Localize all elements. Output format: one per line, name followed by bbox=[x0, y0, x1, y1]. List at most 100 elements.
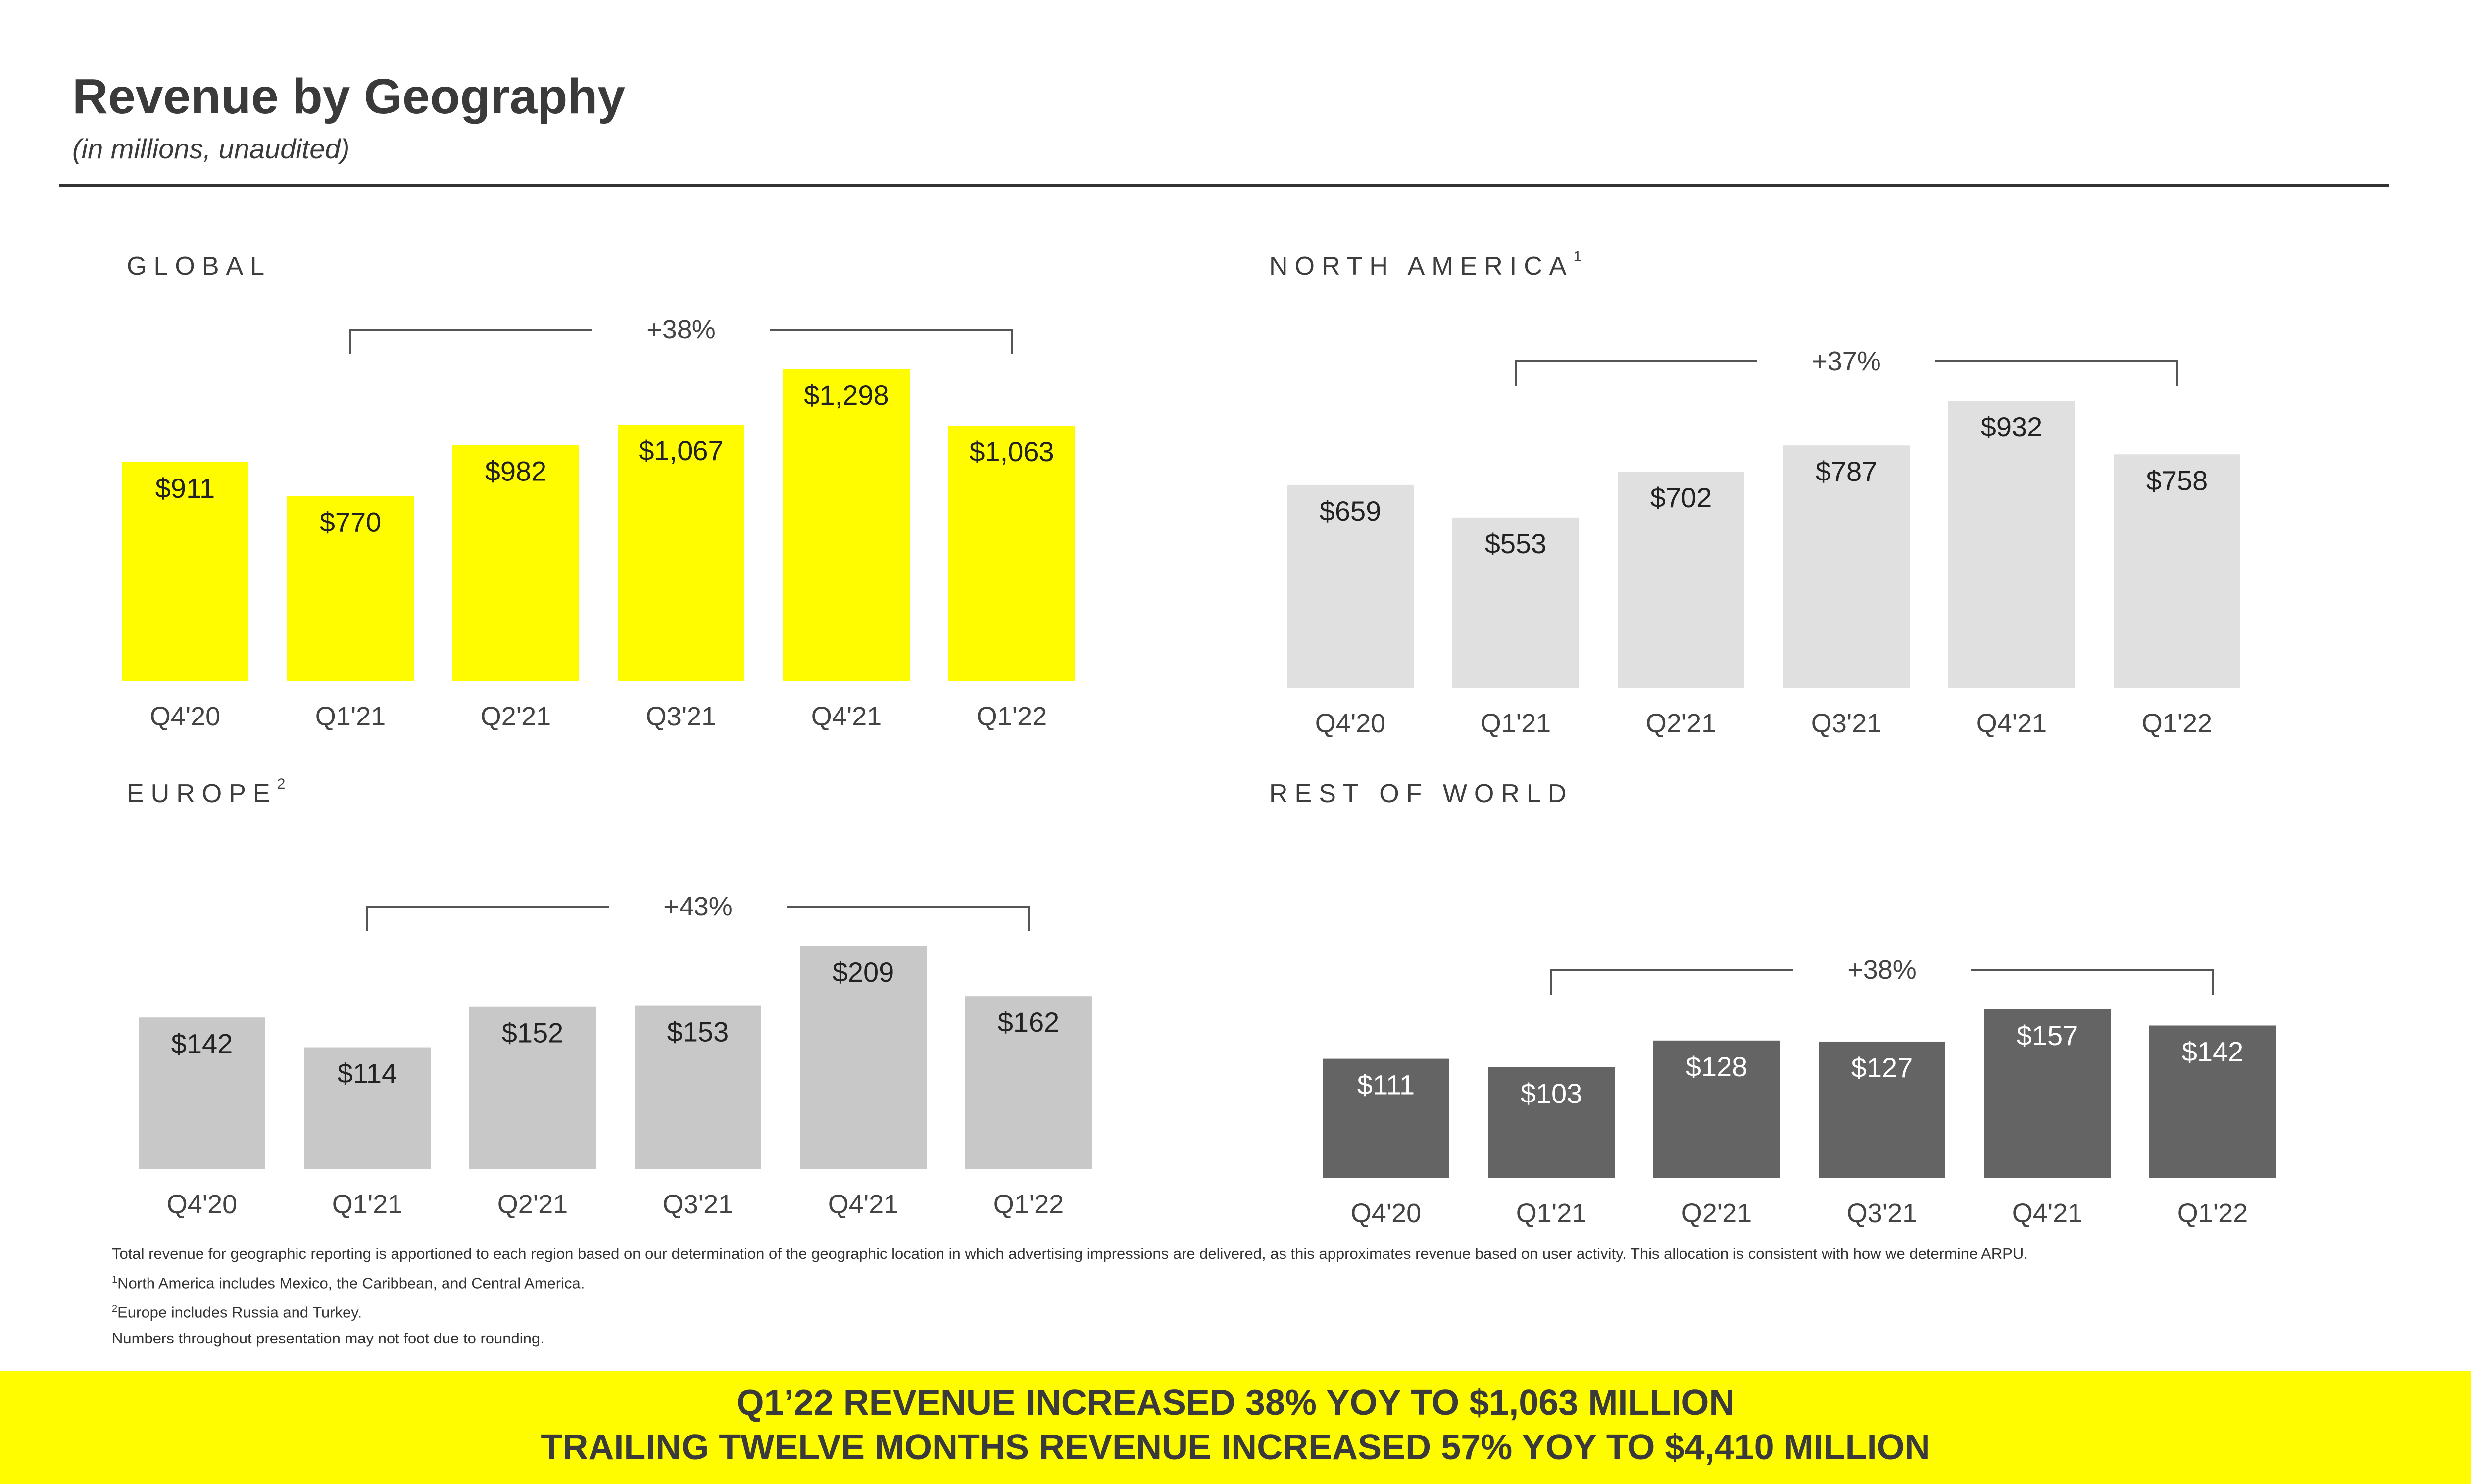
footnote-main: Total revenue for geographic reporting i… bbox=[112, 1245, 2028, 1262]
footnote-3: Numbers throughout presentation may not … bbox=[112, 1329, 544, 1347]
growth-label: +38% bbox=[1847, 955, 1917, 985]
bar-value-label: $659 bbox=[1320, 495, 1382, 527]
bar-europe-1 bbox=[304, 1047, 431, 1169]
category-label: Q4'20 bbox=[1315, 709, 1385, 738]
category-label: Q4'21 bbox=[811, 702, 882, 731]
footnote-2-text: Europe includes Russia and Turkey. bbox=[117, 1303, 362, 1321]
bar-global-2 bbox=[452, 445, 579, 681]
category-label: Q2'21 bbox=[1646, 709, 1716, 738]
bar-value-label: $702 bbox=[1650, 482, 1712, 513]
footnote-2: 2Europe includes Russia and Turkey. bbox=[112, 1296, 2300, 1325]
category-label: Q3'21 bbox=[1847, 1198, 1917, 1228]
panel-title-global-text: GLOBAL bbox=[127, 252, 272, 281]
category-label: Q4'20 bbox=[1351, 1198, 1421, 1228]
growth-bracket-right bbox=[1971, 969, 2214, 995]
bar-europe-4 bbox=[800, 946, 927, 1169]
bar-rest-of-world-1 bbox=[1488, 1067, 1615, 1178]
bar-value-label: $153 bbox=[667, 1016, 729, 1048]
growth-bracket: +38% bbox=[1550, 955, 2214, 995]
footnote-2-marker: 2 bbox=[112, 1303, 118, 1315]
bar-value-label: $758 bbox=[2146, 465, 2208, 496]
footnotes: Total revenue for geographic reporting i… bbox=[112, 1241, 2300, 1351]
growth-label: +38% bbox=[646, 315, 716, 344]
bar-global-1 bbox=[287, 496, 414, 681]
panel-title-north-america: NORTH AMERICA1 bbox=[1269, 248, 1582, 281]
category-label: Q4'21 bbox=[2012, 1198, 2082, 1228]
summary-banner: Q1’22 REVENUE INCREASED 38% YOY TO $1,06… bbox=[0, 1371, 2471, 1484]
bar-value-label: $770 bbox=[320, 506, 382, 537]
bar-value-label: $142 bbox=[2182, 1036, 2244, 1067]
category-label: Q1'22 bbox=[993, 1190, 1064, 1219]
footnote-1-text: North America includes Mexico, the Carib… bbox=[117, 1274, 585, 1292]
europe-revenue-chart: +43% $142 Q4'20 $114 Q1'21 $152 Q2'21 $153 Q3'21… bbox=[139, 892, 1092, 1219]
header-divider bbox=[59, 184, 2389, 187]
bar-value-label: $128 bbox=[1686, 1051, 1748, 1082]
growth-bracket-right bbox=[787, 906, 1030, 931]
panel-title-global: GLOBAL bbox=[127, 251, 271, 281]
bar-rest-of-world-5 bbox=[2149, 1025, 2276, 1178]
growth-bracket: +38% bbox=[349, 315, 1013, 354]
category-label: Q1'22 bbox=[2142, 709, 2212, 738]
category-label: Q2'21 bbox=[497, 1190, 568, 1219]
category-label: Q3'21 bbox=[663, 1190, 733, 1219]
bar-rest-of-world-2 bbox=[1653, 1040, 1780, 1178]
bar-value-label: $1,298 bbox=[804, 380, 889, 411]
panel-title-north-america-marker: 1 bbox=[1573, 248, 1582, 265]
bar-north-america-1 bbox=[1452, 517, 1579, 688]
bar-value-label: $162 bbox=[998, 1006, 1060, 1038]
bar-europe-5 bbox=[965, 996, 1092, 1169]
bar-value-label: $152 bbox=[502, 1017, 564, 1049]
bar-north-america-4 bbox=[1948, 401, 2075, 688]
category-label: Q3'21 bbox=[646, 702, 716, 731]
bar-europe-2 bbox=[469, 1006, 596, 1169]
category-label: Q4'20 bbox=[150, 702, 220, 731]
bar-value-label: $127 bbox=[1851, 1052, 1913, 1083]
bar-value-label: $114 bbox=[338, 1058, 397, 1089]
bar-europe-3 bbox=[635, 1005, 761, 1169]
bar-north-america-3 bbox=[1783, 445, 1910, 688]
growth-bracket-left bbox=[1550, 969, 1793, 995]
banner-line-1: Q1’22 REVENUE INCREASED 38% YOY TO $1,06… bbox=[736, 1383, 1735, 1423]
bar-rest-of-world-3 bbox=[1819, 1041, 1945, 1178]
growth-bracket-left bbox=[349, 329, 592, 354]
growth-bracket-right bbox=[1935, 360, 2178, 386]
bar-rest-of-world-0 bbox=[1323, 1058, 1449, 1178]
category-label: Q1'22 bbox=[2177, 1198, 2248, 1228]
category-label: Q4'21 bbox=[1977, 709, 2047, 738]
growth-label: +43% bbox=[663, 892, 733, 921]
growth-bracket-left bbox=[366, 906, 609, 931]
footnote-1-marker: 1 bbox=[112, 1274, 118, 1285]
panel-title-europe: EUROPE2 bbox=[127, 776, 286, 809]
growth-label: +37% bbox=[1812, 346, 1881, 376]
category-label: Q2'21 bbox=[1681, 1198, 1752, 1228]
category-label: Q1'21 bbox=[315, 702, 386, 731]
bar-rest-of-world-4 bbox=[1984, 1009, 2111, 1178]
page-subtitle: (in millions, unaudited) bbox=[72, 133, 350, 164]
category-label: Q1'21 bbox=[332, 1190, 402, 1219]
category-label: Q4'20 bbox=[167, 1190, 237, 1219]
page-title: Revenue by Geography bbox=[72, 69, 625, 124]
category-label: Q1'21 bbox=[1516, 1198, 1586, 1228]
bar-europe-0 bbox=[139, 1017, 265, 1169]
growth-bracket-right bbox=[770, 329, 1013, 354]
growth-bracket: +37% bbox=[1515, 346, 2178, 386]
bar-value-label: $982 bbox=[485, 455, 547, 486]
bar-north-america-0 bbox=[1287, 484, 1414, 688]
banner-line-2: TRAILING TWELVE MONTHS REVENUE INCREASED… bbox=[541, 1428, 1930, 1467]
footnote-1: 1North America includes Mexico, the Cari… bbox=[112, 1267, 2300, 1296]
bar-value-label: $111 bbox=[1357, 1069, 1415, 1101]
panel-title-rest-of-world: REST OF WORLD bbox=[1269, 779, 1573, 809]
growth-bracket-left bbox=[1515, 360, 1757, 386]
bar-global-4 bbox=[783, 369, 910, 681]
category-label: Q2'21 bbox=[481, 702, 551, 731]
bar-value-label: $787 bbox=[1816, 456, 1878, 487]
panel-title-europe-marker: 2 bbox=[277, 776, 286, 792]
panel-title-europe-text: EUROPE bbox=[127, 779, 277, 808]
bar-global-3 bbox=[618, 425, 744, 681]
rest-of-world-revenue-chart: +38% $111 Q4'20 $103 Q1'21 $128 Q2'21 $127 Q3'21… bbox=[1323, 955, 2276, 1228]
bar-north-america-5 bbox=[2114, 454, 2240, 688]
bar-value-label: $932 bbox=[1981, 411, 2043, 442]
bar-global-5 bbox=[948, 426, 1075, 681]
north-america-revenue-chart: +37% $659 Q4'20 $553 Q1'21 $702 Q2'21 $787 Q3'21… bbox=[1287, 346, 2240, 738]
category-label: Q1'21 bbox=[1481, 709, 1551, 738]
